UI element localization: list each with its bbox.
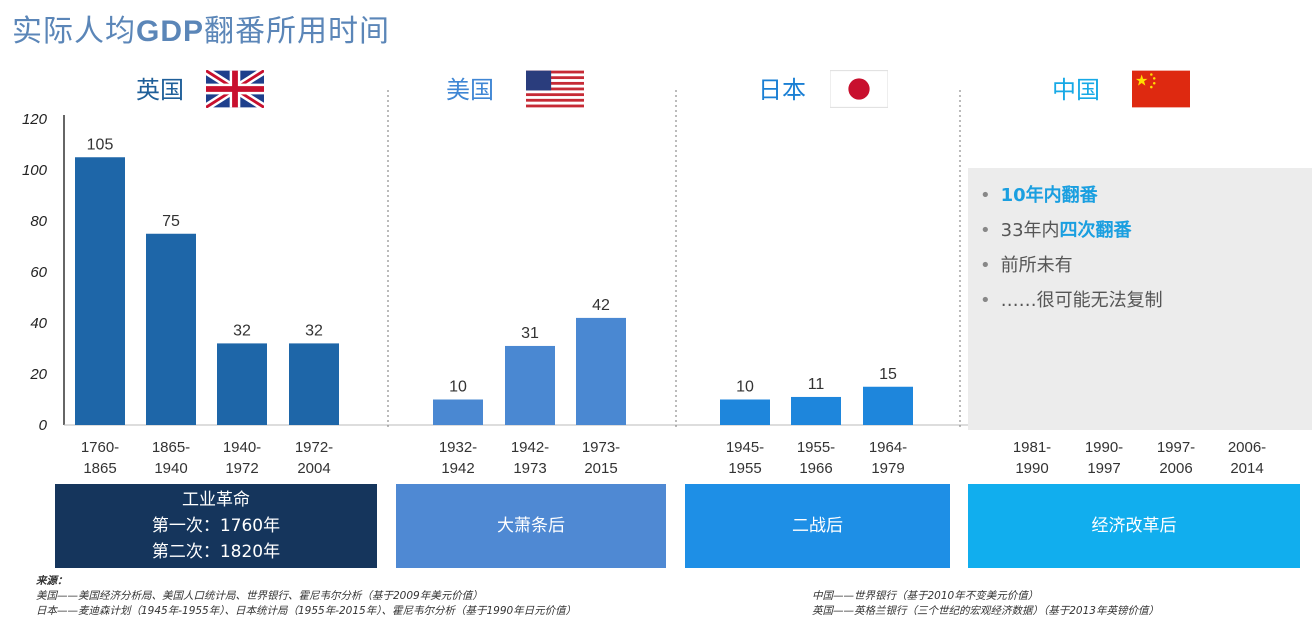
- bar: [863, 386, 913, 425]
- bullet-dot: •: [980, 255, 991, 276]
- y-tick-label: 120: [22, 111, 48, 128]
- bullet-text: 四次翻番: [1059, 220, 1132, 241]
- x-tick-label: 1760-: [81, 439, 119, 456]
- bullet-dot: •: [980, 185, 991, 206]
- y-tick-label: 60: [30, 264, 47, 281]
- us-flag-icon: [526, 70, 584, 108]
- x-tick-label: 1990: [1015, 460, 1048, 477]
- section-box-line: 二战后: [792, 516, 843, 536]
- bar: [289, 343, 339, 425]
- source-line: 日本——麦迪森计划（1945年-1955年）、日本统计局（1955年-2015年…: [36, 605, 577, 617]
- bar: [217, 343, 267, 425]
- bar: [505, 345, 555, 425]
- source-line: 中国——世界银行（基于2010年不变美元价值）: [812, 590, 1039, 602]
- china-flag-icon: [1132, 70, 1190, 108]
- bar-value-label: 75: [162, 213, 180, 230]
- china-bullet: • 10年内翻番: [980, 178, 1163, 213]
- uk-flag-icon: [206, 70, 264, 108]
- source-line: 英国——英格兰银行（三个世纪的宏观经济数据）（基于2013年英镑价值）: [812, 605, 1159, 617]
- china-highlight-panel: [968, 168, 1312, 430]
- china-bullet-list: • 10年内翻番 • 33年内四次翻番 • 前所未有 • ……很可能无法复制: [980, 178, 1163, 318]
- bar-value-label: 32: [305, 322, 323, 339]
- bullet-text: 33年内: [1000, 220, 1060, 241]
- section-box-uk: 工业革命第一次：1760年 第二次：1820年: [55, 484, 377, 568]
- x-tick-label: 1981-: [1013, 439, 1051, 456]
- x-tick-label: 1865-: [152, 439, 190, 456]
- bullet-dot: •: [980, 290, 991, 311]
- x-tick-label: 1966: [799, 460, 832, 477]
- bar-value-label: 11: [808, 376, 825, 393]
- bar-value-label: 32: [233, 322, 251, 339]
- x-tick-label: 2015: [584, 460, 617, 477]
- china-bullet: • 33年内四次翻番: [980, 213, 1163, 248]
- section-box-line: 工业革命: [182, 490, 250, 510]
- bullet-text: ……很可能无法复制: [1000, 290, 1163, 311]
- bullet-text: 10年内翻番: [1000, 185, 1098, 206]
- section-box-line: 第二次：1820年: [151, 542, 281, 562]
- country-label-us: 美国: [446, 76, 494, 104]
- bar-value-label: 15: [879, 366, 897, 383]
- source-notes-right: 中国——世界银行（基于2010年不变美元价值） 英国——英格兰银行（三个世纪的宏…: [812, 589, 1159, 619]
- source-line: 美国——美国经济分析局、美国人口统计局、世界银行、霍尼韦尔分析（基于2009年美…: [36, 590, 483, 602]
- bar-value-label: 10: [449, 379, 467, 396]
- x-tick-label: 1945-: [726, 439, 764, 456]
- x-tick-label: 1990-: [1085, 439, 1123, 456]
- x-tick-label: 1942: [441, 460, 474, 477]
- x-tick-label: 1972: [225, 460, 258, 477]
- x-tick-label: 1973: [513, 460, 546, 477]
- bar-value-label: 105: [87, 136, 114, 153]
- bullet-dot: •: [980, 220, 991, 241]
- china-bullet: • ……很可能无法复制: [980, 283, 1163, 318]
- x-tick-label: 2014: [1230, 460, 1263, 477]
- bar: [433, 399, 483, 425]
- x-tick-label: 1973-: [582, 439, 620, 456]
- x-tick-label: 1972-: [295, 439, 333, 456]
- x-tick-label: 1942-: [511, 439, 549, 456]
- y-tick-label: 100: [22, 162, 48, 179]
- bar: [720, 399, 770, 425]
- section-box-line: 大萧条后: [497, 516, 565, 536]
- x-tick-label: 1964-: [869, 439, 907, 456]
- bar: [75, 157, 125, 425]
- x-tick-label: 1979: [871, 460, 904, 477]
- x-tick-label: 2004: [297, 460, 330, 477]
- x-tick-label: 1940-: [223, 439, 261, 456]
- country-label-japan: 日本: [758, 76, 806, 104]
- x-tick-label: 1955: [728, 460, 761, 477]
- bar-value-label: 10: [736, 379, 754, 396]
- x-tick-label: 2006: [1159, 460, 1192, 477]
- bar: [146, 233, 196, 425]
- bar-value-label: 42: [592, 297, 610, 314]
- x-tick-label: 1940: [154, 460, 187, 477]
- japan-flag-icon: [830, 70, 888, 108]
- x-tick-label: 2006-: [1228, 439, 1266, 456]
- y-tick-label: 80: [30, 213, 47, 230]
- bullet-text: 前所未有: [1000, 255, 1073, 276]
- y-tick-label: 40: [30, 315, 47, 332]
- x-tick-label: 1997: [1087, 460, 1120, 477]
- x-tick-label: 1932-: [439, 439, 477, 456]
- china-bullet: • 前所未有: [980, 248, 1163, 283]
- y-tick-label: 20: [29, 366, 47, 383]
- section-box-us: 大萧条后: [396, 484, 666, 568]
- x-tick-label: 1955-: [797, 439, 835, 456]
- country-label-china: 中国: [1052, 76, 1100, 104]
- x-tick-label: 1865: [83, 460, 116, 477]
- x-tick-label: 1997-: [1157, 439, 1195, 456]
- section-box-line: 第一次：1760年: [151, 516, 281, 536]
- bar-value-label: 31: [521, 325, 539, 342]
- section-box-china: 经济改革后: [968, 484, 1300, 568]
- bar: [791, 396, 841, 425]
- source-label: 来源：: [36, 575, 68, 587]
- section-box-line: 经济改革后: [1091, 516, 1177, 536]
- y-tick-label: 0: [39, 417, 48, 434]
- section-box-japan: 二战后: [685, 484, 950, 568]
- page-title: 实际人均GDP翻番所用时间: [12, 14, 391, 49]
- bar: [576, 317, 626, 425]
- country-label-uk: 英国: [136, 76, 184, 104]
- source-notes: 来源： 美国——美国经济分析局、美国人口统计局、世界银行、霍尼韦尔分析（基于20…: [36, 574, 576, 619]
